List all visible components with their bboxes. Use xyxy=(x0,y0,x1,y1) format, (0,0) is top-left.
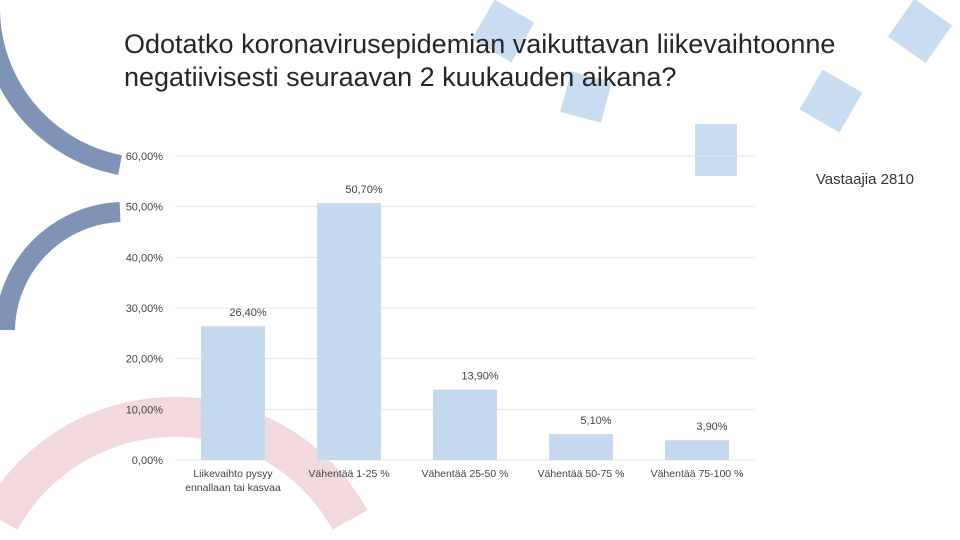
blue-square-decoration xyxy=(471,0,535,63)
steel-arc-decoration xyxy=(0,9,122,175)
bar xyxy=(433,389,497,460)
slide-title: Odotatko koronavirusepidemian vaikuttava… xyxy=(124,29,836,92)
blue-square-decoration xyxy=(887,0,953,64)
data-label: 5,10% xyxy=(580,415,611,427)
pink-arc-decoration xyxy=(0,396,368,530)
x-tick-label: Vähentää 25-50 % xyxy=(422,468,509,480)
y-tick-label: 40,00% xyxy=(126,252,164,264)
y-tick-label: 60,00% xyxy=(126,151,164,163)
data-label: 3,90% xyxy=(696,421,727,433)
x-tick-label: Vähentää 75-100 % xyxy=(651,468,744,480)
bar xyxy=(201,326,265,460)
data-label: 50,70% xyxy=(345,184,383,196)
y-tick-label: 0,00% xyxy=(132,455,163,467)
bar xyxy=(317,203,381,460)
y-tick-label: 10,00% xyxy=(126,404,164,416)
x-tick-label: Vähentää 1-25 % xyxy=(308,468,389,480)
steel-arc-decoration-lower xyxy=(0,202,121,331)
bar xyxy=(665,440,729,460)
x-tick-label: Liikevaihto pysyy ennallaan tai kasvaa xyxy=(185,468,281,494)
data-label: 13,90% xyxy=(461,371,499,383)
blue-square-decoration xyxy=(799,69,863,133)
y-tick-label: 50,00% xyxy=(126,202,164,214)
respondent-count: Vastaajia 2810 xyxy=(815,171,914,188)
blue-square-decoration xyxy=(560,71,612,123)
y-tick-label: 20,00% xyxy=(126,354,164,366)
bar xyxy=(549,434,613,460)
x-tick-label: Vähentää 50-75 % xyxy=(538,468,625,480)
data-label: 26,40% xyxy=(229,307,267,319)
blue-square-decoration xyxy=(695,124,737,176)
y-tick-label: 30,00% xyxy=(126,303,164,315)
